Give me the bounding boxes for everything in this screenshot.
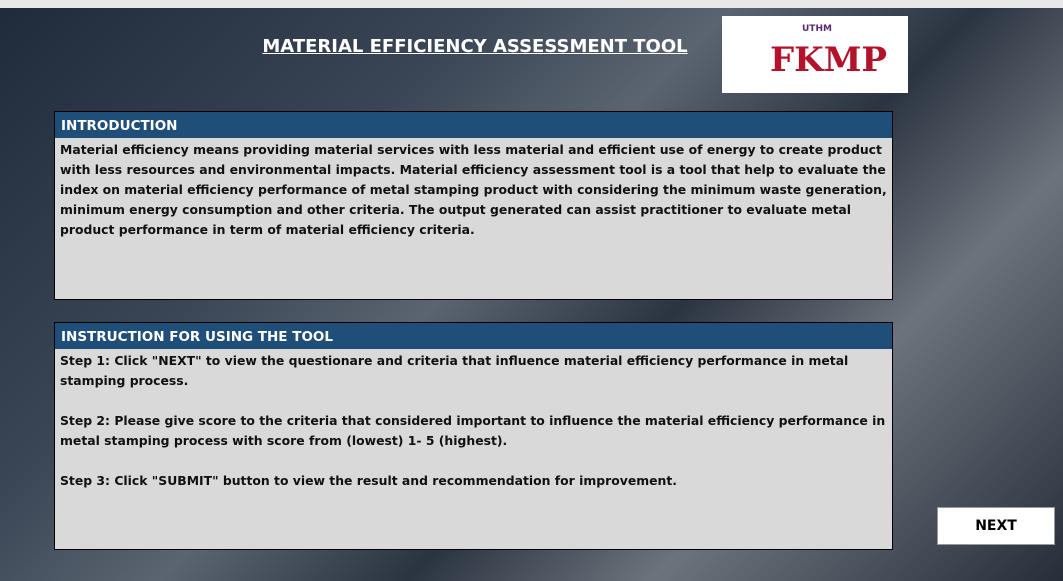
intro-text: Material efficiency means providing mate…	[55, 138, 892, 242]
title: MATERIAL EFFICIENCY ASSESSMENT TOOL	[240, 36, 710, 57]
instruction-heading: INSTRUCTION FOR USING THE TOOL	[55, 323, 892, 349]
logo-top: UTHM	[802, 24, 832, 34]
intro-heading: INTRODUCTION	[55, 112, 892, 138]
steps: Step 1: Click "NEXT" to view the questio…	[55, 349, 892, 513]
step: Step 2: Please give score to the criteri…	[60, 411, 887, 451]
step: Step 3: Click "SUBMIT" button to view th…	[60, 471, 887, 491]
instruction-panel: INSTRUCTION FOR USING THE TOOL Step 1: C…	[54, 322, 893, 550]
step: Step 1: Click "NEXT" to view the questio…	[60, 351, 887, 391]
toolbar-strip	[0, 0, 1063, 8]
intro-panel: INTRODUCTION Material efficiency means p…	[54, 111, 893, 300]
screen: MATERIAL EFFICIENCY ASSESSMENT TOOL UTHM…	[0, 0, 1063, 581]
logo-main: FKMP	[770, 40, 887, 80]
logo: UTHM FKMP	[722, 16, 908, 93]
next-button[interactable]: NEXT	[937, 507, 1055, 545]
